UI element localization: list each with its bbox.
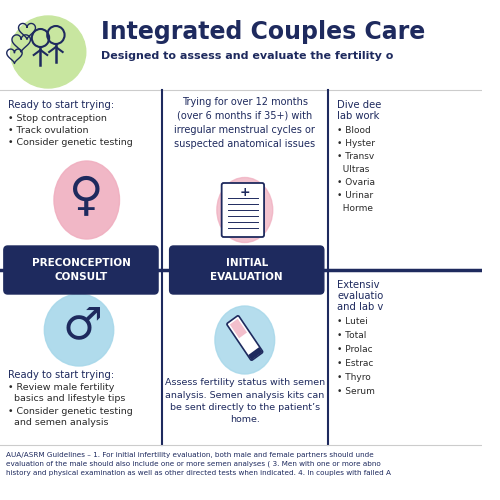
Text: Extensiv: Extensiv bbox=[338, 280, 380, 290]
FancyBboxPatch shape bbox=[227, 316, 262, 360]
Text: • Urinar: • Urinar bbox=[338, 191, 374, 200]
FancyBboxPatch shape bbox=[170, 246, 324, 294]
Ellipse shape bbox=[10, 16, 86, 88]
Text: Horme: Horme bbox=[338, 204, 374, 213]
Text: lab work: lab work bbox=[338, 111, 380, 121]
Text: • Blood: • Blood bbox=[338, 126, 371, 135]
Ellipse shape bbox=[54, 161, 120, 239]
Text: basics and lifestyle tips: basics and lifestyle tips bbox=[8, 394, 125, 403]
Text: Ultras: Ultras bbox=[338, 165, 370, 174]
Text: evaluatio: evaluatio bbox=[338, 291, 384, 301]
Ellipse shape bbox=[215, 306, 274, 374]
Ellipse shape bbox=[44, 294, 114, 366]
Text: • Review male fertility: • Review male fertility bbox=[8, 383, 114, 392]
Text: • Transv: • Transv bbox=[338, 152, 374, 161]
Text: Trying for over 12 months
(over 6 months if 35+) with
irregular menstrual cycles: Trying for over 12 months (over 6 months… bbox=[174, 97, 316, 149]
Text: • Stop contraception: • Stop contraception bbox=[8, 114, 106, 123]
Text: • Hyster: • Hyster bbox=[338, 139, 376, 148]
Text: INITIAL
EVALUATION: INITIAL EVALUATION bbox=[210, 258, 283, 281]
Text: • Total: • Total bbox=[338, 331, 366, 340]
Bar bbox=[230, 318, 247, 338]
Text: • Consider genetic testing: • Consider genetic testing bbox=[8, 407, 132, 416]
Text: ♂: ♂ bbox=[63, 304, 103, 348]
Text: • Serum: • Serum bbox=[338, 387, 375, 396]
Text: Designed to assess and evaluate the fertility o: Designed to assess and evaluate the fert… bbox=[101, 51, 394, 61]
Text: Dive dee: Dive dee bbox=[338, 100, 382, 110]
Text: • Prolac: • Prolac bbox=[338, 345, 373, 354]
Text: Ready to start trying:: Ready to start trying: bbox=[8, 370, 114, 380]
Text: Assess fertility status with semen
analysis. Semen analysis kits can
be sent dir: Assess fertility status with semen analy… bbox=[164, 378, 325, 424]
Text: ♀: ♀ bbox=[70, 176, 104, 220]
FancyBboxPatch shape bbox=[222, 183, 264, 237]
Text: • Lutei: • Lutei bbox=[338, 317, 368, 326]
Text: Integrated Couples Care: Integrated Couples Care bbox=[101, 20, 426, 44]
Text: • Estrac: • Estrac bbox=[338, 359, 374, 368]
Text: AUA/ASRM Guidelines – 1. For initial infertility evaluation, both male and femal: AUA/ASRM Guidelines – 1. For initial inf… bbox=[6, 452, 391, 475]
Text: PRECONCEPTION
CONSULT: PRECONCEPTION CONSULT bbox=[32, 258, 130, 281]
Text: • Track ovulation: • Track ovulation bbox=[8, 126, 88, 135]
Text: and lab v: and lab v bbox=[338, 302, 384, 312]
Text: +: + bbox=[240, 186, 250, 198]
Text: Ready to start trying:: Ready to start trying: bbox=[8, 100, 114, 110]
FancyBboxPatch shape bbox=[4, 246, 158, 294]
Text: • Thyro: • Thyro bbox=[338, 373, 371, 382]
Text: and semen analysis: and semen analysis bbox=[8, 418, 108, 427]
Ellipse shape bbox=[217, 178, 272, 242]
Bar bbox=[248, 347, 262, 360]
Text: • Consider genetic testing: • Consider genetic testing bbox=[8, 138, 132, 147]
Text: • Ovaria: • Ovaria bbox=[338, 178, 376, 187]
